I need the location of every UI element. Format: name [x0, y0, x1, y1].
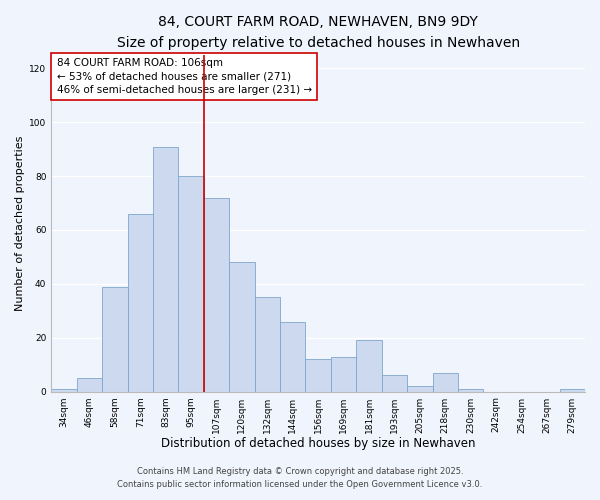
Bar — [560, 389, 585, 392]
Text: Contains HM Land Registry data © Crown copyright and database right 2025.
Contai: Contains HM Land Registry data © Crown c… — [118, 468, 482, 489]
Bar — [356, 340, 382, 392]
Bar — [280, 322, 305, 392]
Y-axis label: Number of detached properties: Number of detached properties — [15, 136, 25, 311]
Title: 84, COURT FARM ROAD, NEWHAVEN, BN9 9DY
Size of property relative to detached hou: 84, COURT FARM ROAD, NEWHAVEN, BN9 9DY S… — [116, 15, 520, 50]
Bar — [254, 298, 280, 392]
Bar — [433, 372, 458, 392]
Bar — [204, 198, 229, 392]
Bar — [153, 146, 178, 392]
Bar — [458, 389, 484, 392]
Bar — [229, 262, 254, 392]
Bar — [305, 360, 331, 392]
Text: 84 COURT FARM ROAD: 106sqm
← 53% of detached houses are smaller (271)
46% of sem: 84 COURT FARM ROAD: 106sqm ← 53% of deta… — [56, 58, 312, 94]
Bar — [331, 356, 356, 392]
X-axis label: Distribution of detached houses by size in Newhaven: Distribution of detached houses by size … — [161, 437, 475, 450]
Bar — [77, 378, 102, 392]
Bar — [407, 386, 433, 392]
Bar — [102, 286, 128, 392]
Bar — [178, 176, 204, 392]
Bar — [128, 214, 153, 392]
Bar — [382, 376, 407, 392]
Bar — [51, 389, 77, 392]
